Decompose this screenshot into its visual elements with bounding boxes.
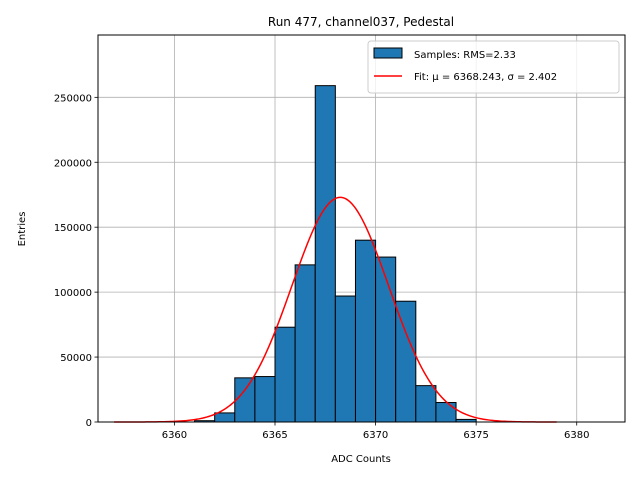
y-tick-label: 150000	[54, 223, 92, 234]
legend: Samples: RMS=2.33 Fit: μ = 6368.243, σ =…	[367, 40, 620, 94]
histogram-bar	[375, 256, 397, 423]
histogram-bar	[435, 402, 457, 423]
histogram-bar	[354, 239, 377, 423]
x-tick-label: 6365	[262, 430, 287, 441]
legend-label-samples: Samples: RMS=2.33	[414, 50, 516, 61]
histogram-bar	[334, 295, 356, 423]
legend-swatch-samples	[373, 47, 403, 59]
plot-frame	[97, 34, 626, 423]
histogram-bar	[294, 264, 316, 423]
fit-curve	[114, 196, 557, 423]
legend-frame	[367, 40, 620, 94]
histogram-bar	[274, 326, 296, 423]
y-tick-label: 200000	[54, 158, 92, 169]
y-axis-label: Entries	[17, 212, 28, 247]
legend-label-fit: Fit: μ = 6368.243, σ = 2.402	[414, 72, 557, 83]
y-tick-label: 250000	[54, 93, 92, 104]
fit-curve-group	[114, 196, 557, 423]
x-tick-label: 6375	[463, 430, 488, 441]
histogram-bar	[214, 412, 236, 423]
histogram-bar	[395, 300, 417, 423]
histogram-bar	[415, 385, 437, 423]
x-tick-label: 6370	[363, 430, 388, 441]
x-tick-label: 6380	[564, 430, 589, 441]
histogram-bar	[234, 377, 256, 423]
y-tick-label: 50000	[60, 353, 92, 364]
chart-title: Run 477, channel037, Pedestal	[268, 15, 454, 29]
x-axis-label: ADC Counts	[331, 454, 391, 465]
grid	[98, 35, 625, 423]
histogram-bar	[254, 376, 276, 423]
y-tick-label: 100000	[54, 288, 92, 299]
axis-ticks: 6360 6365 6370 6375 6380 0 50000 100000 150000 20…	[54, 93, 590, 441]
y-tick-label: 0	[86, 418, 92, 429]
histogram-bars	[194, 85, 477, 423]
histogram-bar	[314, 85, 336, 423]
x-tick-label: 6360	[162, 430, 187, 441]
